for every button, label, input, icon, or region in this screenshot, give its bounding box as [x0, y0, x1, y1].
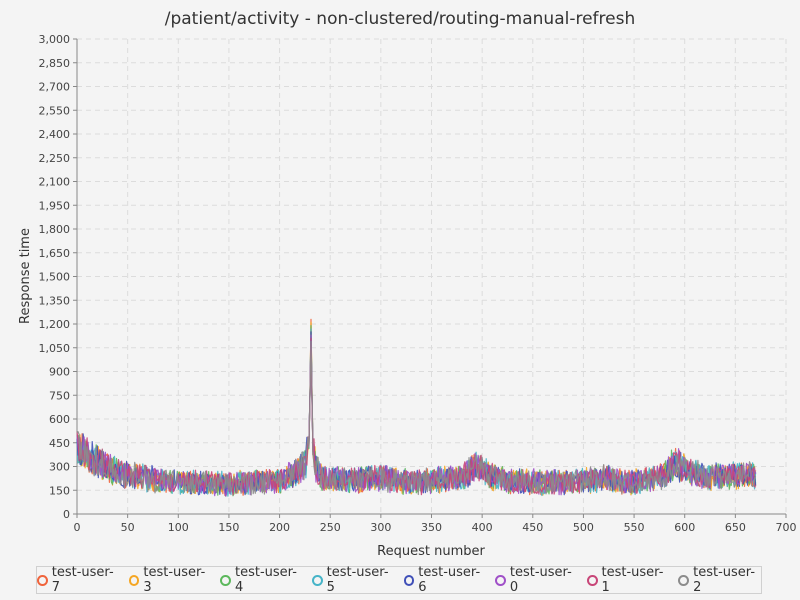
y-tick-label: 1,800 [39, 223, 71, 236]
y-tick-label: 2,700 [39, 81, 71, 94]
chart-title: /patient/activity - non-clustered/routin… [165, 9, 636, 29]
legend-label: test-user-5 [326, 565, 389, 595]
legend-label: test-user-3 [143, 565, 206, 595]
legend-label: test-user-4 [235, 565, 297, 595]
legend-label: test-user-2 [693, 565, 756, 595]
legend-swatch-icon [586, 574, 598, 586]
x-tick-label: 200 [269, 521, 290, 534]
legend-item: test-user-7 [37, 565, 120, 595]
legend-label: test-user-6 [418, 565, 481, 595]
x-tick-label: 100 [168, 521, 189, 534]
legend-swatch-icon [311, 574, 323, 586]
legend: test-user-7 test-user-3 test-user-4 test-us… [36, 565, 762, 595]
x-tick-label: 250 [320, 521, 341, 534]
legend-label: test-user-1 [601, 565, 664, 595]
y-tick-label: 2,550 [39, 104, 71, 117]
legend-item: test-user-6 [403, 565, 487, 595]
y-tick-label: 900 [49, 366, 70, 379]
plot-lines [76, 318, 757, 497]
y-tick-label: 1,350 [39, 294, 71, 307]
x-tick-label: 350 [421, 521, 442, 534]
legend-swatch-icon [495, 574, 506, 586]
y-tick-label: 1,950 [39, 199, 71, 212]
y-tick-label: 2,100 [39, 176, 71, 189]
legend-label: test-user-0 [509, 565, 572, 595]
x-tick-label: 700 [776, 521, 797, 534]
series-line-test-user-2 [76, 340, 757, 496]
series-line-test-user-1 [76, 337, 757, 496]
x-tick-label: 50 [121, 521, 135, 534]
legend-item: test-user-2 [678, 565, 761, 595]
x-tick-label: 0 [74, 521, 81, 534]
x-tick-label: 650 [725, 521, 746, 534]
y-tick-label: 1,200 [39, 318, 71, 331]
y-tick-label: 150 [49, 484, 70, 497]
grid [76, 38, 787, 515]
legend-item: test-user-5 [311, 565, 395, 595]
legend-item: test-user-1 [586, 565, 670, 595]
y-axis-ticks: 0 150 300 450 600 750 900 1,050 1,200 1,350 1,500 1… [39, 33, 77, 521]
legend-item: test-user-0 [495, 565, 578, 595]
legend-item: test-user-4 [220, 565, 303, 595]
y-tick-label: 1,050 [39, 342, 71, 355]
y-tick-label: 0 [63, 508, 70, 521]
legend-swatch-icon [403, 574, 415, 586]
x-tick-label: 150 [218, 521, 239, 534]
y-tick-label: 2,850 [39, 57, 71, 70]
y-tick-label: 750 [49, 389, 70, 402]
y-tick-label: 1,500 [39, 271, 71, 284]
y-tick-label: 3,000 [39, 33, 71, 46]
y-tick-label: 1,650 [39, 247, 71, 260]
y-tick-label: 300 [49, 461, 70, 474]
legend-swatch-icon [678, 574, 690, 586]
legend-swatch-icon [220, 574, 232, 586]
y-tick-label: 2,400 [39, 128, 71, 141]
legend-swatch-icon [37, 574, 48, 586]
x-axis-ticks: 0 50 100 150 200 250 300 350 400 450 500 550 600 650 7… [74, 514, 797, 534]
x-tick-label: 500 [573, 521, 594, 534]
y-axis-label: Response time [18, 228, 33, 324]
x-tick-label: 450 [522, 521, 543, 534]
y-tick-label: 600 [49, 413, 70, 426]
x-tick-label: 400 [472, 521, 493, 534]
y-tick-label: 2,250 [39, 152, 71, 165]
x-axis-label: Request number [377, 544, 485, 559]
legend-label: test-user-7 [51, 565, 114, 595]
x-tick-label: 300 [370, 521, 391, 534]
x-tick-label: 600 [674, 521, 695, 534]
y-tick-label: 450 [49, 437, 70, 450]
legend-swatch-icon [128, 574, 140, 586]
legend-item: test-user-3 [128, 565, 212, 595]
x-tick-label: 550 [624, 521, 645, 534]
